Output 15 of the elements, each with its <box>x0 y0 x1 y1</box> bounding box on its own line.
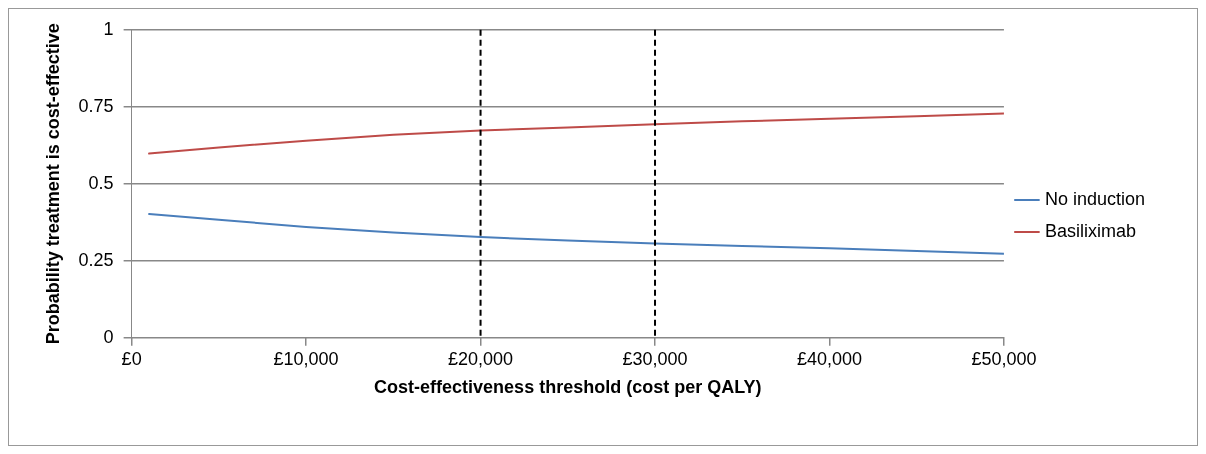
x-tick-label: £40,000 <box>796 348 863 369</box>
x-tick-label: £10,000 <box>273 348 339 369</box>
y-axis-title: Probability treatment is cost-effective <box>42 23 63 345</box>
y-tick-label: 0.5 <box>88 172 114 193</box>
x-tick-label: £0 <box>121 348 142 369</box>
legend-label: Basiliximab <box>1044 220 1136 241</box>
x-tick-label: £20,000 <box>448 348 514 369</box>
y-tick-label: 0.25 <box>78 249 114 270</box>
y-tick-label: 0.75 <box>78 95 114 116</box>
y-tick-label: 0 <box>103 326 114 347</box>
x-tick-label: £50,000 <box>971 348 1037 369</box>
x-axis-title: Cost-effectiveness threshold (cost per QALY) <box>374 377 762 398</box>
legend-label: No induction <box>1044 188 1146 209</box>
x-tick-label: £30,000 <box>622 348 688 369</box>
y-tick-label: 1 <box>103 18 114 39</box>
